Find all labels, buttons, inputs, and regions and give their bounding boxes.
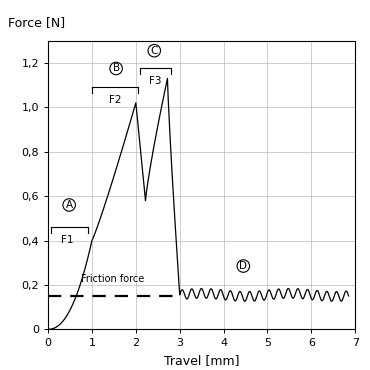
Text: C: C: [151, 46, 158, 56]
Text: F3: F3: [149, 76, 162, 86]
Text: B: B: [112, 63, 120, 74]
Text: Force [N]: Force [N]: [8, 16, 65, 29]
Text: Friction force: Friction force: [81, 274, 144, 284]
Text: F1: F1: [61, 235, 73, 245]
X-axis label: Travel [mm]: Travel [mm]: [164, 354, 239, 367]
Text: F2: F2: [109, 95, 121, 105]
Text: A: A: [65, 200, 73, 210]
Text: D: D: [239, 261, 247, 271]
